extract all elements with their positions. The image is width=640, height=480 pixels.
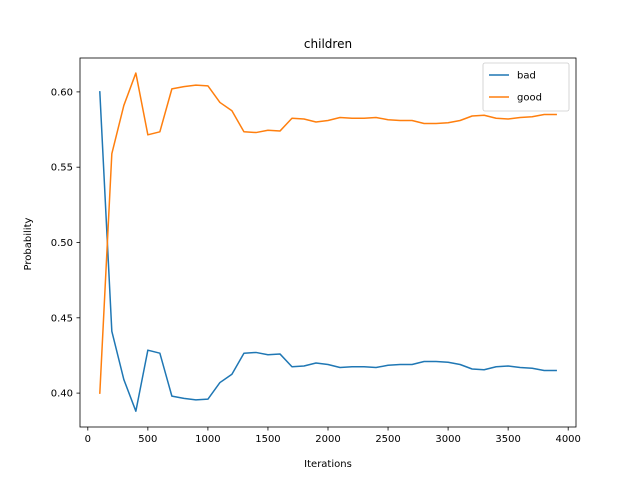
chart-title: children <box>304 37 352 51</box>
x-tick-label: 3500 <box>495 434 520 445</box>
legend-label-bad: bad <box>517 71 536 82</box>
legend-label-good: good <box>517 93 542 104</box>
y-tick-label: 0.60 <box>51 87 73 98</box>
x-tick-label: 3000 <box>435 434 460 445</box>
x-axis-title: Iterations <box>304 459 352 470</box>
x-tick-label: 0 <box>85 434 91 445</box>
series-line-good <box>99 72 557 394</box>
series-line-bad <box>99 91 557 412</box>
y-axis-title: Probability <box>23 217 34 270</box>
y-tick-label: 0.45 <box>51 313 73 324</box>
axes-layer: 0 500 1000 1500 2000 2500 3000 3500 4000 0.40 0.45… <box>51 57 581 445</box>
x-tick-label: 2000 <box>315 434 340 445</box>
legend: bad good <box>482 62 570 112</box>
x-tick-label: 1000 <box>195 434 220 445</box>
x-tick-label: 500 <box>138 434 157 445</box>
y-tick-label: 0.40 <box>51 389 73 400</box>
x-tick-label: 2500 <box>375 434 400 445</box>
x-tick-label: 4000 <box>555 434 580 445</box>
y-tick-label: 0.55 <box>51 163 73 174</box>
series-layer <box>99 72 557 412</box>
x-tick-label: 1500 <box>255 434 280 445</box>
y-tick-label: 0.50 <box>51 238 73 249</box>
